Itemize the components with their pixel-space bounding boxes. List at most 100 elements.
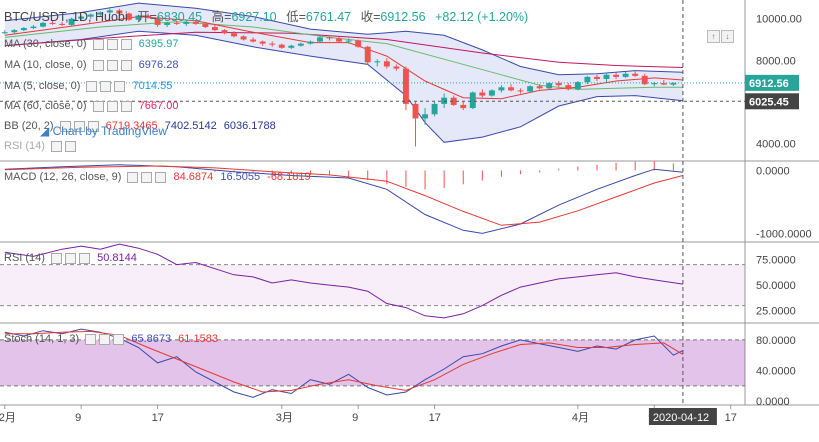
settings-icon[interactable] [106,100,118,112]
close-icon[interactable] [114,80,126,92]
rsi-tick-label: 75.0000 [756,254,796,266]
candle-body [259,41,266,44]
candle-body [498,87,505,91]
legend-rsi-main[interactable]: RSI (14) [4,140,77,152]
macd-histogram-bar [577,166,579,171]
close-icon[interactable] [79,252,91,264]
legend-rsi[interactable]: RSI (14) 50.8144 [4,252,137,264]
legend-stoch[interactable]: Stoch (14, 1, 3) 65.8673 61.1583 [4,333,218,345]
rsi-tick-label: 25.0000 [756,306,796,318]
close-icon[interactable] [120,59,132,71]
tradingview-credit[interactable]: ◢ Chart by TradingView [40,124,167,138]
close-icon[interactable] [87,120,99,132]
candle-body [221,30,228,34]
close-icon[interactable] [120,38,132,50]
down-arrow-icon[interactable]: ↓ [721,30,734,43]
current-date-label: 2020-04-12 [653,412,709,424]
candle-body [125,13,132,20]
candle-body [603,74,610,79]
legend-bb-v2: 7402.5142 [164,120,217,132]
candle-body [364,46,371,63]
time-tick-label: 17 [429,412,441,424]
tradingview-logo-icon: ◢ [40,124,53,138]
macd-histogram-bar [558,168,560,171]
legend-stoch-v1: 65.8673 [131,333,172,345]
legend-macd-v3: -68.1819 [267,171,311,183]
candle-body [488,90,495,96]
close-icon[interactable] [65,140,77,152]
macd-histogram-bar [348,170,350,177]
candle-body [106,10,113,13]
eye-icon[interactable] [51,252,63,264]
candle-body [517,90,524,92]
candle-body [87,14,94,17]
time-tick-label: 17 [152,412,164,424]
legend-rsi-main-label: RSI (14) [4,140,45,152]
last-price-label: 6912.56 [749,78,789,90]
candle-body [240,36,247,40]
settings-icon[interactable] [141,171,153,183]
settings-icon[interactable] [100,80,112,92]
candle-body [97,12,104,15]
candle-body [613,74,620,77]
candle-body [622,73,629,77]
candle-body [297,43,304,46]
up-arrow-icon[interactable]: ↑ [707,30,720,43]
legend-ma30[interactable]: MA (30, close, 0) 6395.97 [4,38,178,50]
candle-body [59,23,66,25]
close-icon[interactable] [120,100,132,112]
legend-ma60[interactable]: MA (60, close, 0) 7667.00 [4,100,178,112]
close-icon[interactable] [155,171,167,183]
time-tick-label: 3月 [276,412,293,424]
settings-icon[interactable] [65,252,77,264]
candle-body [135,15,142,20]
legend-bb[interactable]: BB (20, 2) 6719.3465 7402.5142 6036.1788 [4,120,276,132]
candle-body [317,37,323,42]
settings-icon[interactable] [99,333,111,345]
marker-price-label: 6025.45 [749,96,789,108]
settings-icon[interactable] [106,59,118,71]
macd-histogram-bar [386,170,388,185]
eye-icon[interactable] [127,171,139,183]
macd-histogram-bar [520,170,522,175]
close-icon[interactable] [113,333,125,345]
eye-icon[interactable] [85,333,97,345]
legend-ma30-value: 6395.97 [138,38,179,50]
candle-body [374,61,381,63]
open-label: 开= [137,10,157,24]
macd-histogram-bar [424,170,426,190]
macd-histogram-bar [462,170,464,185]
candle-body [402,68,409,104]
legend-ma10-label: MA (10, close, 0) [4,59,87,71]
eye-icon[interactable] [86,80,98,92]
symbol-header: BTC/USDT, 1D, Huobi 开=6830.45 高=6927.10 … [4,6,534,25]
legend-stoch-v2: 61.1583 [178,333,218,345]
settings-icon[interactable] [106,38,118,50]
settings-icon[interactable] [73,120,85,132]
price-tick-label: 8000.00 [756,55,796,67]
eye-icon[interactable] [92,38,104,50]
candle-body [632,73,639,76]
tradingview-credit-text: Chart by TradingView [52,124,168,138]
legend-macd-v1: 84.6874 [173,171,214,183]
bollinger-upper-line [4,2,683,76]
macd-tick-label: -1000.0000 [756,228,812,240]
legend-ma5[interactable]: MA (5, close, 0) 7014.55 [4,80,172,92]
candle-body [412,103,419,119]
candle-body [336,38,343,42]
legend-ma60-value: 7667.00 [138,100,179,112]
time-tick-label: 17 [725,412,737,424]
eye-icon[interactable] [59,120,71,132]
time-tick-label: 4月 [572,412,589,424]
candle-body [460,104,467,109]
legend-macd[interactable]: MACD (12, 26, close, 9) 84.6874 16.5055 … [4,171,311,183]
settings-icon[interactable] [51,140,63,152]
legend-ma10[interactable]: MA (10, close, 0) 6976.28 [4,59,178,71]
candle-body [183,21,190,24]
candle-body [450,97,457,105]
symbol-label: BTC/USDT, 1D, Huobi [4,10,128,24]
legend-ma10-value: 6976.28 [138,59,179,71]
eye-icon[interactable] [92,100,104,112]
eye-icon[interactable] [92,59,104,71]
